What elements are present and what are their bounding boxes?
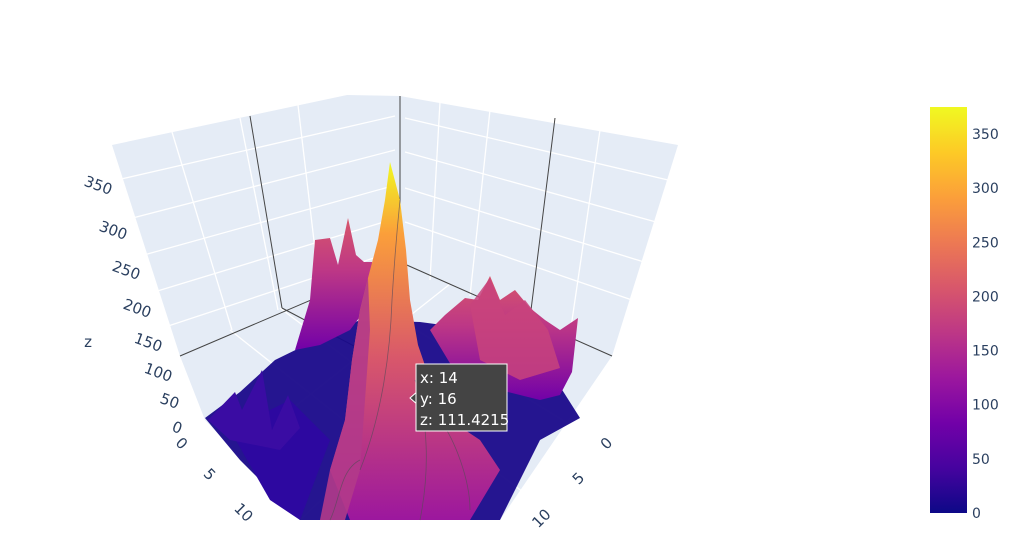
hover-z: z: 111.4215 — [420, 411, 509, 429]
colorbar-tick-300: 300 — [972, 181, 999, 197]
z-tick-1: 50 — [158, 389, 182, 412]
hover-y: y: 16 — [420, 390, 457, 408]
colorbar-tick-150: 150 — [972, 344, 999, 360]
colorbar-tick-250: 250 — [972, 235, 999, 251]
hover-x: x: 14 — [420, 369, 458, 387]
y-tick-2: 10 — [528, 505, 554, 531]
z-tick-7: 350 — [82, 172, 115, 199]
colorbar-tick-50: 50 — [972, 452, 990, 468]
z-axis-title: z — [84, 333, 92, 351]
z-tick-5: 250 — [110, 257, 143, 284]
y-tick-0: 0 — [597, 434, 616, 453]
x-tick-2: 10 — [230, 499, 256, 525]
z-tick-6: 300 — [97, 217, 130, 244]
z-tick-3: 150 — [132, 329, 165, 356]
x-tick-1: 5 — [200, 465, 219, 484]
colorbar-tick-350: 350 — [972, 127, 999, 143]
y-tick-1: 5 — [569, 469, 588, 488]
colorbar-tick-100: 100 — [972, 398, 999, 414]
colorbar-tick-0: 0 — [972, 506, 981, 522]
z-tick-4: 200 — [121, 295, 154, 322]
hover-tooltip: x: 14 y: 16 z: 111.4215 — [410, 364, 509, 431]
z-tick-2: 100 — [142, 359, 175, 386]
colorbar-ticks: 0 50 100 150 200 250 300 350 — [972, 127, 999, 522]
colorbar — [930, 107, 967, 513]
x-tick-0: 0 — [172, 434, 191, 453]
colorbar-tick-200: 200 — [972, 289, 999, 305]
